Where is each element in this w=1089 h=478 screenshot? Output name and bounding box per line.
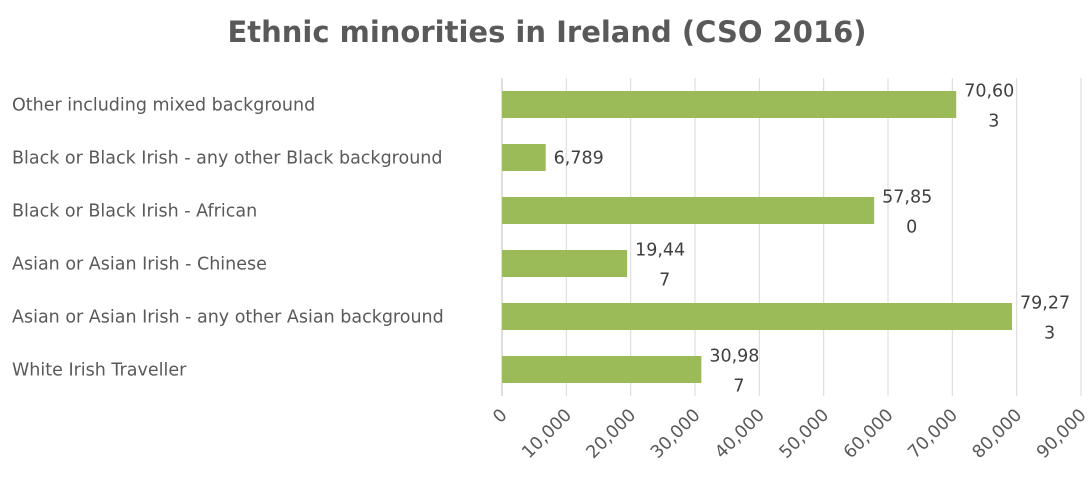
x-tick-label: 20,000 [583, 405, 640, 462]
x-tick-labels: 0 10,000 20,000 30,000 40,000 50,000 60,000 70,… [490, 405, 1089, 462]
category-labels: Other including mixed background Black or… [12, 96, 444, 381]
bar [502, 91, 957, 118]
category-label: Asian or Asian Irish - any other Asian b… [12, 308, 444, 328]
data-label: 57,85 0 [882, 188, 932, 238]
category-label: Black or Black Irish - any other Black b… [12, 149, 443, 169]
data-label: 70,60 3 [964, 82, 1014, 132]
chart-title: Ethnic minorities in Ireland (CSO 2016) [227, 15, 866, 49]
data-label: 19,44 7 [635, 241, 685, 291]
category-label: Asian or Asian Irish - Chinese [12, 255, 267, 275]
x-tick-label: 50,000 [776, 405, 833, 462]
data-label: 6,789 [554, 149, 604, 169]
x-tick-label: 0 [490, 405, 512, 427]
data-label: 30,98 7 [709, 347, 759, 397]
bar [502, 356, 702, 383]
x-tick-label: 60,000 [840, 405, 897, 462]
x-tick-label: 70,000 [904, 405, 961, 462]
bars [502, 91, 1012, 383]
x-tick-label: 80,000 [969, 405, 1026, 462]
category-label: Other including mixed background [12, 96, 315, 116]
x-tick-label: 90,000 [1033, 405, 1089, 462]
bar [502, 144, 546, 171]
category-label: White Irish Traveller [12, 361, 187, 381]
x-tick-label: 10,000 [518, 405, 575, 462]
data-labels: 70,60 3 6,789 57,85 0 19,44 7 79,27 3 30,98 7 [554, 82, 1070, 397]
x-tick-label: 40,000 [711, 405, 768, 462]
bar [502, 197, 875, 224]
bar [502, 303, 1012, 330]
data-label: 79,27 3 [1020, 294, 1070, 344]
x-tick-label: 30,000 [647, 405, 704, 462]
bar [502, 250, 628, 277]
gridlines [501, 78, 1082, 396]
category-label: Black or Black Irish - African [12, 202, 257, 222]
